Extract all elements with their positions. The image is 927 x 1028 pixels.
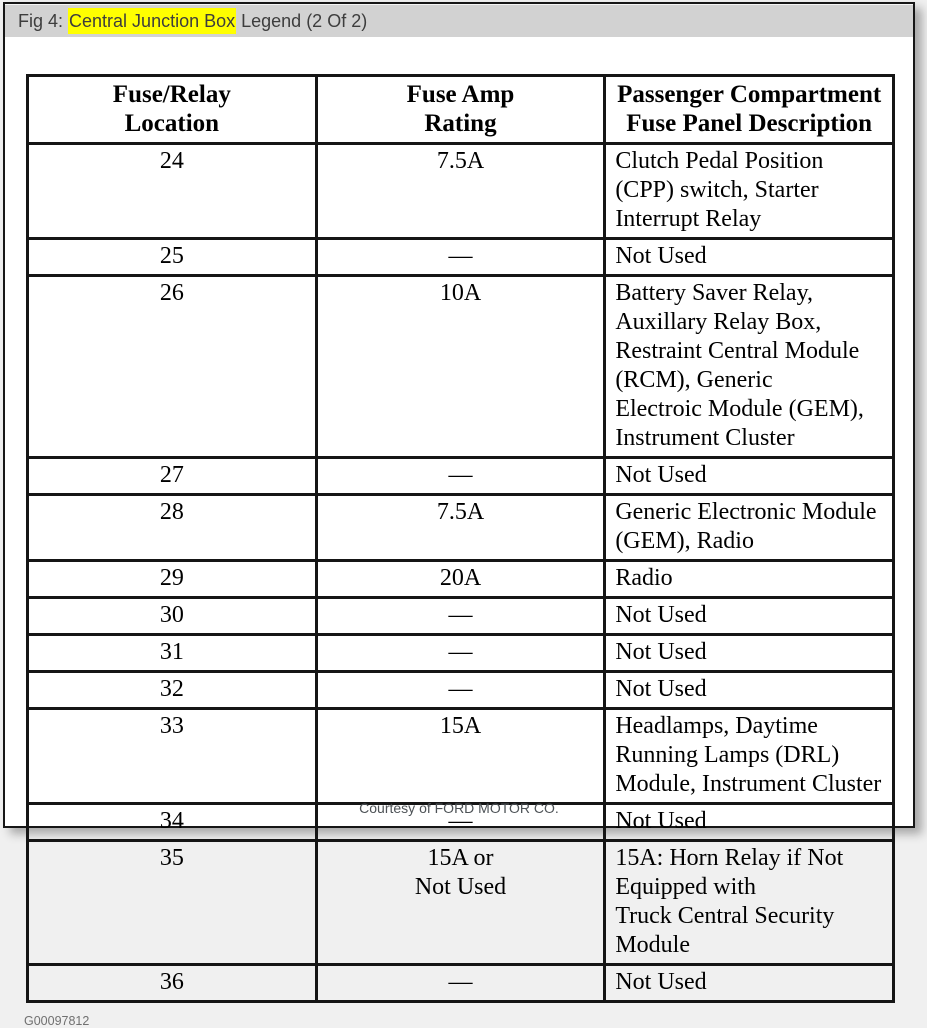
fuse-location-cell: 29: [26, 559, 318, 599]
table-header-row: Fuse/Relay Location Fuse Amp Rating Pass…: [26, 74, 895, 145]
fuse-description-cell: Headlamps, Daytime Running Lamps (DRL) M…: [603, 707, 895, 805]
figure-id-label: G00097812: [24, 1014, 90, 1028]
fuse-rating-cell: —: [314, 456, 607, 496]
fuse-table: Fuse/Relay Location Fuse Amp Rating Pass…: [26, 74, 895, 1003]
fuse-location-cell: 30: [26, 596, 318, 636]
courtesy-label: Courtesy of FORD MOTOR CO.: [359, 800, 559, 816]
fuse-description-cell: Not Used: [603, 963, 895, 1003]
figure-title-suffix: Legend (2 Of 2): [236, 11, 368, 31]
table-row: 31 — Not Used: [26, 633, 895, 673]
table-row: 28 7.5A Generic Electronic Module (GEM),…: [26, 493, 895, 562]
fuse-rating-cell: —: [314, 237, 607, 277]
fuse-description-cell: Not Used: [603, 456, 895, 496]
figure-title-bar: Fig 4: Central Junction Box Legend (2 Of…: [5, 4, 913, 37]
fuse-location-cell: 27: [26, 456, 318, 496]
col-header-location: Fuse/Relay Location: [26, 74, 318, 145]
fuse-location-cell: 33: [26, 707, 318, 805]
fuse-description-cell: Not Used: [603, 237, 895, 277]
fuse-rating-cell: 10A: [314, 274, 607, 459]
table-row: 24 7.5A Clutch Pedal Position (CPP) swit…: [26, 142, 895, 240]
col-header-description: Passenger Compartment Fuse Panel Descrip…: [603, 74, 895, 145]
table-row: 34 — Not Used: [26, 802, 895, 842]
figure-window: Fig 4: Central Junction Box Legend (2 Of…: [3, 2, 915, 1028]
col-header-rating: Fuse Amp Rating: [314, 74, 607, 145]
fuse-rating-cell: —: [314, 963, 607, 1003]
fuse-rating-cell: —: [314, 802, 607, 842]
fuse-location-cell: 31: [26, 633, 318, 673]
fuse-rating-cell: 7.5A: [314, 493, 607, 562]
fuse-rating-cell: —: [314, 670, 607, 710]
fuse-rating-cell: —: [314, 596, 607, 636]
fuse-rating-cell: —: [314, 633, 607, 673]
fuse-location-cell: 32: [26, 670, 318, 710]
fuse-location-cell: 25: [26, 237, 318, 277]
fuse-description-cell: Generic Electronic Module (GEM), Radio: [603, 493, 895, 562]
fuse-description-cell: Clutch Pedal Position (CPP) switch, Star…: [603, 142, 895, 240]
fuse-description-cell: Battery Saver Relay, Auxillary Relay Box…: [603, 274, 895, 459]
fuse-description-cell: Not Used: [603, 633, 895, 673]
figure-title-highlight: Central Junction Box: [68, 8, 237, 34]
fuse-rating-cell: 15A or Not Used: [314, 839, 607, 966]
fuse-location-cell: 34: [26, 802, 318, 842]
table-row: 36 — Not Used: [26, 963, 895, 1003]
figure-title-prefix: Fig 4:: [18, 11, 69, 31]
fuse-description-cell: Radio: [603, 559, 895, 599]
fuse-rating-cell: 7.5A: [314, 142, 607, 240]
fuse-location-cell: 28: [26, 493, 318, 562]
table-row: 35 15A or Not Used 15A: Horn Relay if No…: [26, 839, 895, 966]
fuse-description-cell: Not Used: [603, 670, 895, 710]
table-row: 30 — Not Used: [26, 596, 895, 636]
fuse-description-cell: Not Used: [603, 596, 895, 636]
table-row: 26 10A Battery Saver Relay, Auxillary Re…: [26, 274, 895, 459]
fuse-location-cell: 24: [26, 142, 318, 240]
fuse-description-cell: Not Used: [603, 802, 895, 842]
fuse-rating-cell: 20A: [314, 559, 607, 599]
fuse-location-cell: 36: [26, 963, 318, 1003]
fuse-location-cell: 35: [26, 839, 318, 966]
fuse-location-cell: 26: [26, 274, 318, 459]
table-row: 29 20A Radio: [26, 559, 895, 599]
fuse-rating-cell: 15A: [314, 707, 607, 805]
table-row: 32 — Not Used: [26, 670, 895, 710]
table-row: 27 — Not Used: [26, 456, 895, 496]
table-row: 33 15A Headlamps, Daytime Running Lamps …: [26, 707, 895, 805]
fuse-description-cell: 15A: Horn Relay if Not Equipped with Tru…: [603, 839, 895, 966]
table-row: 25 — Not Used: [26, 237, 895, 277]
